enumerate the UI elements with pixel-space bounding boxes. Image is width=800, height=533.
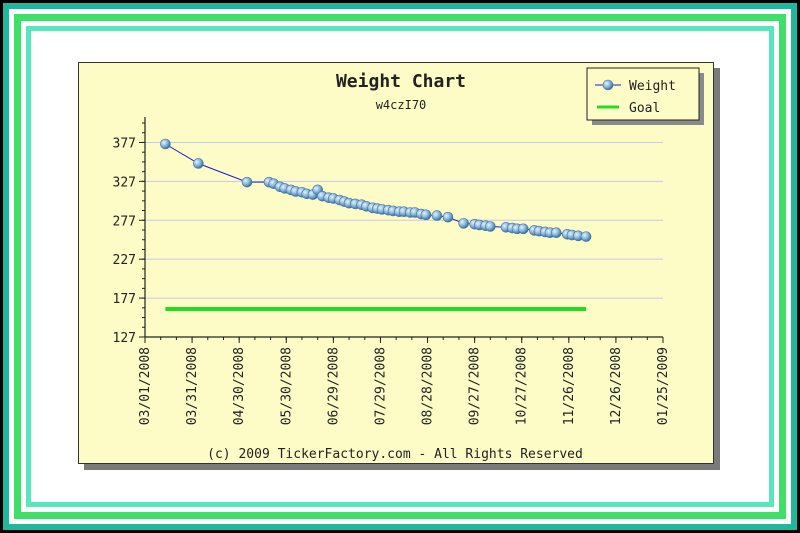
chart-title: Weight Chart <box>336 71 466 92</box>
x-tick-label: 05/30/2008 <box>279 347 294 425</box>
weight-point <box>420 209 432 221</box>
chart-subtitle: w4czI70 <box>376 98 427 112</box>
chart-footer: (c) 2009 TickerFactory.com - All Rights … <box>207 447 583 462</box>
y-tick-label: 177 <box>113 292 136 307</box>
legend-box <box>586 67 700 121</box>
weight-point <box>431 210 443 221</box>
x-tick-label: 08/28/2008 <box>421 347 436 425</box>
legend-weight-label: Weight <box>629 79 676 94</box>
weight-chart: Weight Chart w4czI70 3773272772271771270… <box>113 67 704 462</box>
x-tick-label: 12/26/2008 <box>609 347 624 425</box>
weight-point <box>241 176 253 188</box>
legend-weight-marker <box>602 79 614 91</box>
weight-point <box>550 227 562 239</box>
grid-lines <box>145 141 663 299</box>
chart-panel: Weight Chart w4czI70 377 327 277 227 177 127 0… <box>78 62 714 464</box>
legend-goal-label: Goal <box>629 101 660 116</box>
weight-point <box>193 158 204 169</box>
legend: Weight Goal <box>586 67 704 125</box>
y-tick-label: 377 <box>113 136 136 151</box>
y-tick-label: 327 <box>113 175 136 190</box>
weight-point <box>485 221 496 232</box>
x-tick-label: 03/31/2008 <box>185 347 200 425</box>
series-weight-line <box>165 143 587 238</box>
y-tick-label: 227 <box>113 253 136 268</box>
weight-point <box>160 138 171 150</box>
x-tick-label: 06/29/2008 <box>326 347 341 425</box>
x-tick-label: 11/26/2008 <box>562 347 577 425</box>
weight-point <box>458 218 469 229</box>
x-tick-label: 09/27/2008 <box>468 347 483 425</box>
x-tick-label: 07/29/2008 <box>373 347 388 425</box>
y-tick-label: 277 <box>113 214 136 229</box>
x-tick-label: 10/27/2008 <box>515 347 530 425</box>
x-tick-label: 01/25/2009 <box>656 347 671 425</box>
series-layer <box>160 138 592 311</box>
x-tick-label: 03/01/2008 <box>138 347 153 425</box>
y-tick-label: 127 <box>113 331 136 346</box>
weight-point <box>517 223 529 235</box>
weight-point <box>442 211 454 223</box>
x-tick-label: 04/30/2008 <box>232 347 247 425</box>
weight-point <box>580 231 592 242</box>
